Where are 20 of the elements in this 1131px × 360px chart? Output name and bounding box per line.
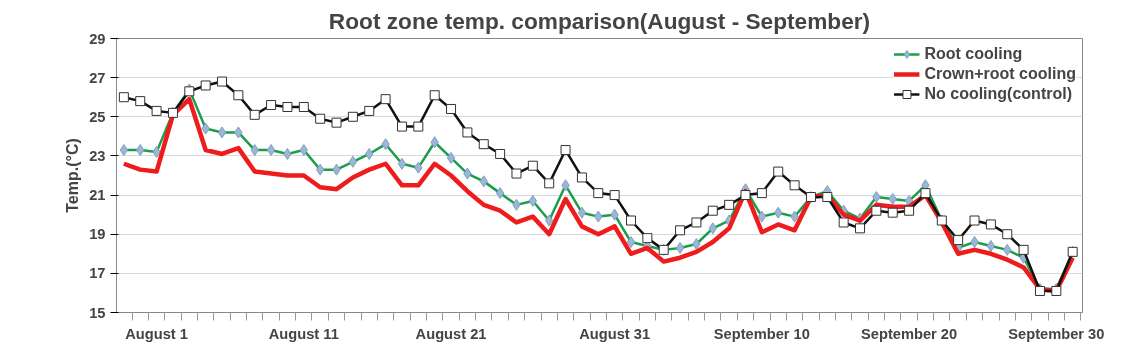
legend-label: No cooling(control) [924, 85, 1072, 103]
y-tick-label: 23 [89, 147, 106, 164]
legend-label: Crown+root cooling [924, 65, 1076, 83]
x-tick-label: August 31 [579, 325, 651, 342]
y-tick-label: 29 [89, 30, 106, 47]
y-tick-label: 17 [89, 265, 106, 282]
y-axis-title: Temp.(°C) [64, 138, 82, 213]
y-tick-label: 21 [89, 187, 106, 204]
y-tick-label: 27 [89, 69, 106, 86]
y-tick-label: 25 [89, 108, 106, 125]
x-tick-label: September 30 [1008, 325, 1105, 342]
x-tick-label: August 11 [268, 325, 339, 342]
x-tick-label: September 20 [861, 325, 958, 342]
chart-title: Root zone temp. comparison(August - September) [328, 7, 871, 34]
legend-label: Root cooling [924, 45, 1023, 63]
y-tick-label: 19 [89, 226, 106, 243]
y-tick-label: 15 [89, 304, 106, 321]
x-tick-label: August 21 [415, 325, 487, 342]
x-tick-label: August 1 [125, 325, 188, 342]
x-tick-label: September 10 [713, 325, 810, 342]
